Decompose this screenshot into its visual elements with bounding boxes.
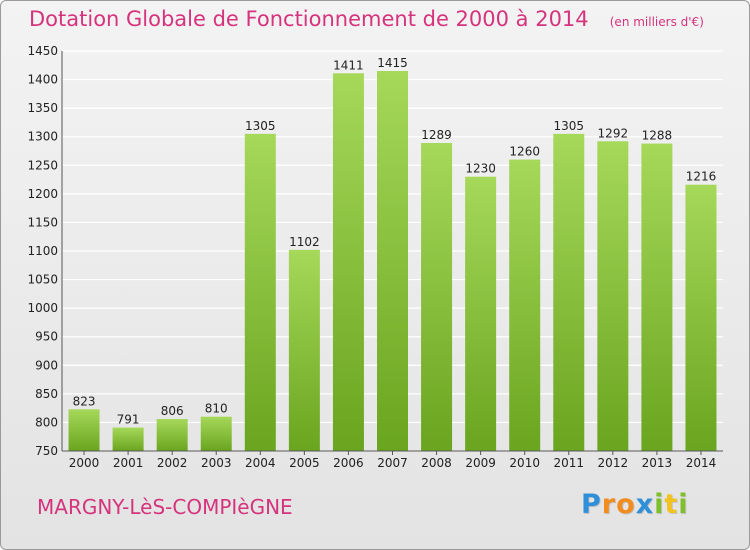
bar [641,143,673,452]
logo-letter: r [601,489,617,520]
x-tick-label: 2012 [598,456,629,470]
x-tick-label: 2014 [686,456,717,470]
x-tick-label: 2008 [421,456,452,470]
bar [200,416,232,451]
proxiti-logo[interactable]: Proxiti [581,489,689,520]
x-tick-label: 2011 [553,456,584,470]
data-label: 1305 [245,119,276,133]
y-tick-label: 1350 [27,101,58,115]
data-label: 1102 [289,235,320,249]
data-label: 823 [73,394,96,408]
bar [685,184,717,451]
data-label: 791 [117,413,140,427]
x-tick-label: 2009 [465,456,496,470]
y-tick-label: 850 [35,387,58,401]
logo-letter: o [616,489,636,520]
y-tick-label: 1150 [27,215,58,229]
x-tick-label: 2013 [642,456,673,470]
data-label: 810 [205,402,228,416]
commune-name: MARGNY-LèS-COMPIèGNE [37,495,293,519]
data-label: 1230 [465,162,496,176]
y-tick-label: 1000 [27,301,58,315]
x-tick-label: 2007 [377,456,408,470]
y-tick-label: 1250 [27,158,58,172]
x-tick-label: 2004 [245,456,276,470]
data-label: 1289 [421,128,452,142]
y-tick-label: 1050 [27,273,58,287]
data-label: 1411 [333,58,364,72]
bar [421,143,453,451]
logo-letter: i [678,489,689,520]
y-tick-label: 950 [35,330,58,344]
bar [509,159,541,452]
y-tick-label: 750 [35,444,58,458]
y-tick-label: 1100 [27,244,58,258]
x-tick-label: 2005 [289,456,320,470]
y-tick-label: 900 [35,358,58,372]
x-tick-label: 2002 [157,456,188,470]
logo-letter: t [664,489,679,520]
y-tick-label: 1300 [27,130,58,144]
bar [597,141,629,452]
bar [377,71,408,451]
bar [112,427,144,451]
x-tick-label: 2006 [333,456,364,470]
bar [244,133,276,451]
chart-title: Dotation Globale de Fonctionnement de 20… [29,7,589,31]
data-label: 1415 [377,56,408,70]
x-tick-label: 2003 [201,456,232,470]
data-label: 1288 [642,129,673,143]
y-tick-label: 800 [35,415,58,429]
x-tick-label: 2000 [69,456,100,470]
bar [332,73,364,452]
logo-letter: x [635,489,655,520]
bars [68,71,717,452]
logo-letter: i [654,489,665,520]
y-tick-label: 1400 [27,73,58,87]
bar [156,419,188,451]
data-label: 1305 [553,119,584,133]
y-tick-label: 1450 [27,44,58,58]
title-row: Dotation Globale de Fonctionnement de 20… [29,7,704,31]
bar [288,249,320,451]
data-label: 1260 [509,145,540,159]
bar [465,176,497,451]
chart-subtitle: (en milliers d'€) [609,15,704,29]
y-tick-label: 1200 [27,187,58,201]
axes: 750 800 850 900 950 1000 1050 1100 1150 1200 1250 1… [27,44,723,470]
data-label: 1292 [598,126,629,140]
data-label: 1216 [686,170,717,184]
x-tick-label: 2010 [509,456,540,470]
data-label: 806 [161,404,184,418]
x-tick-label: 2001 [113,456,144,470]
bar [68,409,100,451]
bar [553,133,585,451]
logo-letter: P [581,489,602,520]
